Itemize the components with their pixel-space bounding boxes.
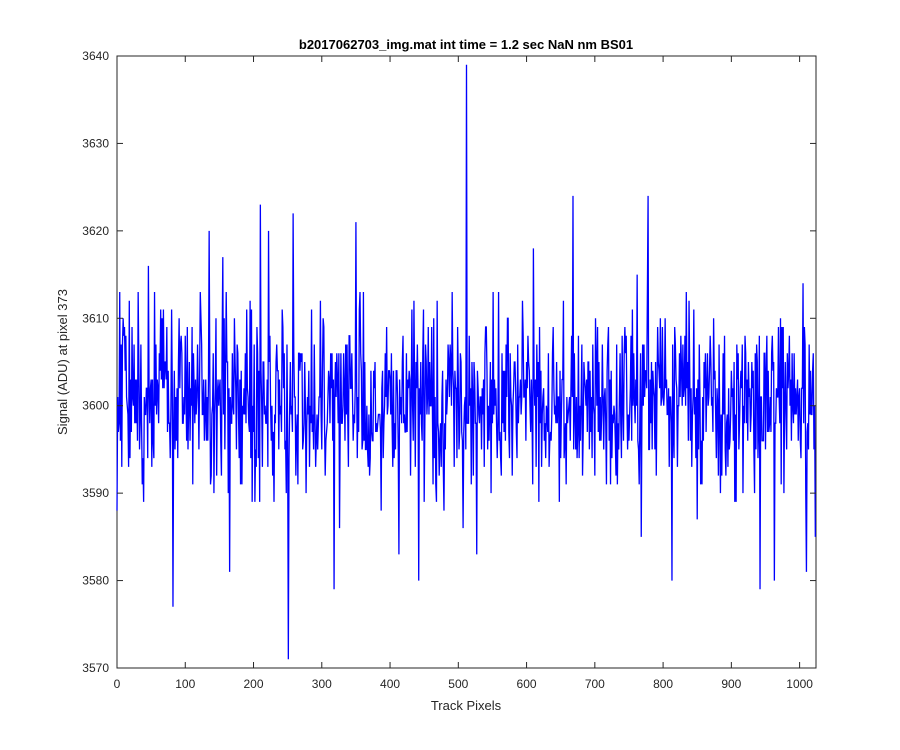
- x-tick-label: 900: [721, 677, 741, 691]
- x-tick-label: 800: [653, 677, 673, 691]
- x-tick-label: 500: [448, 677, 468, 691]
- x-tick-label: 700: [585, 677, 605, 691]
- ticks-layer: 0 100 200 300 400 500 600 700 800 900 1000 3570 3580…: [82, 49, 816, 691]
- y-tick-label: 3620: [82, 224, 109, 238]
- series-layer: [116, 64, 816, 660]
- y-axis-title: Signal (ADU) at pixel 373: [55, 289, 70, 435]
- y-tick-label: 3640: [82, 49, 109, 63]
- x-axis-title: Track Pixels: [431, 698, 502, 713]
- x-tick-label: 0: [114, 677, 121, 691]
- x-tick-label: 1000: [786, 677, 813, 691]
- y-tick-label: 3600: [82, 399, 109, 413]
- x-tick-label: 300: [312, 677, 332, 691]
- signal-line: [116, 64, 816, 660]
- y-tick-label: 3630: [82, 136, 109, 150]
- y-tick-label: 3570: [82, 661, 109, 675]
- y-tick-label: 3580: [82, 574, 109, 588]
- y-tick-label: 3590: [82, 486, 109, 500]
- x-tick-label: 600: [517, 677, 537, 691]
- x-tick-label: 100: [175, 677, 195, 691]
- x-tick-label: 400: [380, 677, 400, 691]
- y-tick-label: 3610: [82, 311, 109, 325]
- x-tick-label: 200: [244, 677, 264, 691]
- chart-title: b2017062703_img.mat int time = 1.2 sec N…: [299, 37, 633, 52]
